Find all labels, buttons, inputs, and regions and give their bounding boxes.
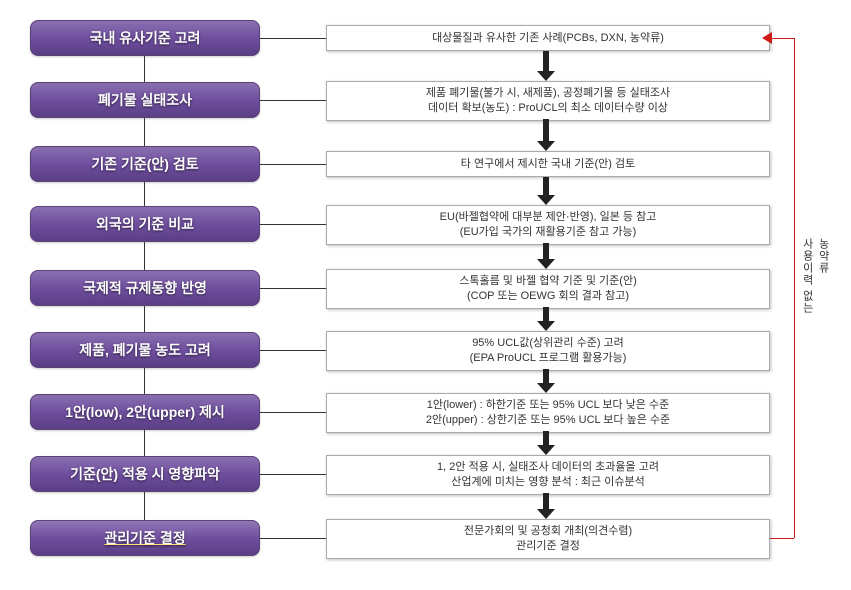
left-vline bbox=[144, 368, 145, 394]
step-left-label: 1안(low), 2안(upper) 제시 bbox=[65, 402, 225, 422]
arrow-head-icon bbox=[537, 195, 555, 205]
arrow-head-icon bbox=[537, 445, 555, 455]
left-vline bbox=[144, 56, 145, 82]
arrow-head-icon bbox=[537, 71, 555, 81]
step-left-2: 기존 기준(안) 검토 bbox=[30, 146, 260, 182]
left-vline bbox=[144, 306, 145, 332]
connector-h bbox=[260, 350, 326, 351]
step-right-line: 1, 2안 적용 시, 실태조사 데이터의 초과율을 고려 bbox=[437, 460, 659, 475]
arrow-stem bbox=[543, 307, 549, 321]
arrow-stem bbox=[543, 119, 549, 141]
feedback-label-2: 농약류 bbox=[816, 238, 829, 274]
step-right-2: 타 연구에서 제시한 국내 기준(안) 검토 bbox=[326, 151, 770, 177]
connector-h bbox=[260, 100, 326, 101]
step-right-1: 제품 폐기물(불가 시, 새제품), 공정폐기물 등 실태조사데이터 확보(농도… bbox=[326, 81, 770, 121]
step-left-label: 폐기물 실태조사 bbox=[98, 90, 192, 110]
arrow-stem bbox=[543, 243, 549, 259]
step-left-label: 관리기준 결정 bbox=[104, 528, 185, 548]
step-left-6: 1안(low), 2안(upper) 제시 bbox=[30, 394, 260, 430]
step-left-8: 관리기준 결정 bbox=[30, 520, 260, 556]
arrow-stem bbox=[543, 51, 549, 71]
step-left-label: 기존 기준(안) 검토 bbox=[91, 154, 198, 174]
left-vline bbox=[144, 430, 145, 456]
flowchart: 국내 유사기준 고려 대상물질과 유사한 기존 사례(PCBs, DXN, 농약류… bbox=[0, 0, 851, 590]
connector-h bbox=[260, 412, 326, 413]
step-right-line: (COP 또는 OEWG 회의 결과 참고) bbox=[467, 289, 629, 304]
step-right-5: 95% UCL값(상위관리 수준) 고려(EPA ProUCL 프로그램 활용가… bbox=[326, 331, 770, 371]
step-right-4: 스톡홀름 및 바젤 협약 기준 및 기준(안)(COP 또는 OEWG 회의 결… bbox=[326, 269, 770, 309]
step-left-1: 폐기물 실태조사 bbox=[30, 82, 260, 118]
arrow-stem bbox=[543, 177, 549, 195]
step-left-label: 제품, 폐기물 농도 고려 bbox=[79, 340, 210, 360]
step-left-label: 외국의 기준 비교 bbox=[96, 214, 194, 234]
step-left-3: 외국의 기준 비교 bbox=[30, 206, 260, 242]
step-right-line: 타 연구에서 제시한 국내 기준(안) 검토 bbox=[461, 157, 635, 172]
connector-h bbox=[260, 538, 326, 539]
step-right-7: 1, 2안 적용 시, 실태조사 데이터의 초과율을 고려산업계에 미치는 영향… bbox=[326, 455, 770, 495]
connector-h bbox=[260, 164, 326, 165]
step-left-0: 국내 유사기준 고려 bbox=[30, 20, 260, 56]
step-left-label: 기준(안) 적용 시 영향파악 bbox=[70, 464, 220, 484]
step-left-7: 기준(안) 적용 시 영향파악 bbox=[30, 456, 260, 492]
step-right-line: 2안(upper) : 상한기준 또는 95% UCL 보다 높은 수준 bbox=[426, 413, 670, 428]
step-right-line: 제품 폐기물(불가 시, 새제품), 공정폐기물 등 실태조사 bbox=[426, 86, 670, 101]
step-right-8: 전문가회의 및 공청회 개최(의견수렴)관리기준 결정 bbox=[326, 519, 770, 559]
feedback-arrow-icon bbox=[762, 32, 772, 44]
feedback-seg bbox=[770, 538, 794, 539]
step-left-label: 국제적 규제동향 반영 bbox=[83, 278, 207, 298]
step-left-5: 제품, 폐기물 농도 고려 bbox=[30, 332, 260, 368]
arrow-head-icon bbox=[537, 383, 555, 393]
step-right-line: 산업계에 미치는 영향 분석 : 최근 이슈분석 bbox=[451, 475, 644, 490]
step-right-line: 관리기준 결정 bbox=[516, 539, 580, 554]
connector-h bbox=[260, 224, 326, 225]
arrow-head-icon bbox=[537, 259, 555, 269]
connector-h bbox=[260, 474, 326, 475]
step-right-line: 전문가회의 및 공청회 개최(의견수렴) bbox=[464, 524, 632, 539]
connector-h bbox=[260, 288, 326, 289]
feedback-seg bbox=[794, 38, 795, 538]
step-right-0: 대상물질과 유사한 기존 사례(PCBs, DXN, 농약류) bbox=[326, 25, 770, 51]
step-right-line: 1안(lower) : 하한기준 또는 95% UCL 보다 낮은 수준 bbox=[427, 398, 669, 413]
step-right-line: 스톡홀름 및 바젤 협약 기준 및 기준(안) bbox=[459, 274, 636, 289]
arrow-head-icon bbox=[537, 321, 555, 331]
feedback-seg bbox=[772, 38, 794, 39]
step-right-line: 95% UCL값(상위관리 수준) 고려 bbox=[472, 336, 624, 351]
step-left-label: 국내 유사기준 고려 bbox=[90, 28, 201, 48]
step-right-line: EU(바젤협약에 대부분 제안·반영), 일본 등 참고 bbox=[440, 210, 657, 225]
step-right-line: 대상물질과 유사한 기존 사례(PCBs, DXN, 농약류) bbox=[432, 31, 664, 46]
left-vline bbox=[144, 492, 145, 520]
arrow-stem bbox=[543, 369, 549, 383]
feedback-label-1: 사용이력 없는 bbox=[800, 238, 813, 314]
step-right-3: EU(바젤협약에 대부분 제안·반영), 일본 등 참고(EU가입 국가의 재활… bbox=[326, 205, 770, 245]
left-vline bbox=[144, 242, 145, 270]
connector-h bbox=[260, 38, 326, 39]
arrow-stem bbox=[543, 493, 549, 509]
step-right-6: 1안(lower) : 하한기준 또는 95% UCL 보다 낮은 수준2안(u… bbox=[326, 393, 770, 433]
left-vline bbox=[144, 182, 145, 206]
arrow-head-icon bbox=[537, 509, 555, 519]
arrow-head-icon bbox=[537, 141, 555, 151]
left-vline bbox=[144, 118, 145, 146]
step-right-line: 데이터 확보(농도) : ProUCL의 최소 데이터수량 이상 bbox=[428, 101, 668, 116]
step-left-4: 국제적 규제동향 반영 bbox=[30, 270, 260, 306]
step-right-line: (EU가입 국가의 재활용기준 참고 가능) bbox=[460, 225, 637, 240]
arrow-stem bbox=[543, 431, 549, 445]
step-right-line: (EPA ProUCL 프로그램 활용가능) bbox=[470, 351, 627, 366]
